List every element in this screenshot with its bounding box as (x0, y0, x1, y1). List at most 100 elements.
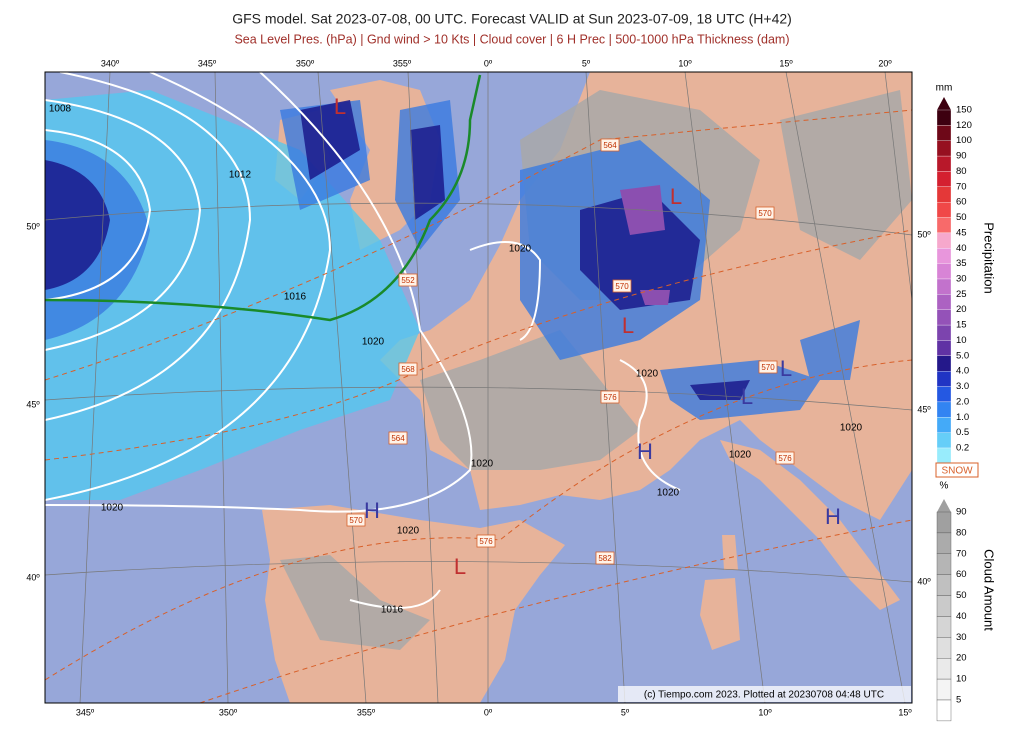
lon-label: 15º (779, 58, 793, 68)
precip-swatch (936, 401, 952, 418)
lon-label: 350º (296, 58, 315, 68)
lon-label: 10º (758, 707, 772, 717)
cloud-label: 90 (956, 507, 967, 518)
pressure-center: H (825, 504, 841, 529)
thickness-box (595, 551, 615, 565)
subtitle: Sea Level Pres. (hPa) | Gnd wind > 10 Kt… (234, 32, 789, 46)
cloud-title: Cloud Amount (982, 549, 997, 631)
map-frame (44, 71, 913, 704)
map-labels: 340º 345º 350º 355º 0º 5º 10º 15º 20º 345º 350º 355… (26, 58, 931, 717)
thickness-label: 564 (391, 434, 405, 443)
thickness-box (775, 451, 795, 465)
precip-swatch (936, 386, 952, 403)
map (45, 72, 912, 703)
isobars (45, 72, 681, 609)
thickness-box (758, 360, 778, 374)
thickness-label: 568 (401, 365, 415, 374)
credit: (c) Tiempo.com 2023. Plotted at 20230708… (644, 690, 884, 701)
lat-label: 40º (26, 572, 40, 582)
lon-label: 5º (582, 58, 591, 68)
precip-swatch (936, 447, 952, 464)
thickness-box (476, 534, 496, 548)
cloud-label: 80 (956, 527, 967, 538)
thickness-label: 570 (761, 363, 775, 372)
thickness-box (388, 431, 408, 445)
pressure-center: H (364, 498, 380, 523)
isobar-label: 1020 (397, 526, 420, 537)
precip-label: 0.5 (956, 427, 969, 438)
precip-label: 60 (956, 197, 967, 208)
thickness-label: 582 (598, 554, 612, 563)
thickness-box (398, 273, 418, 287)
isobar-label: 1016 (284, 292, 307, 303)
precip-label: 45 (956, 227, 967, 238)
precip-swatch (936, 171, 952, 187)
lat-label: 45º (26, 399, 40, 409)
snow-box (935, 462, 979, 478)
lon-label: 345º (76, 707, 95, 717)
thickness-label: 564 (603, 141, 617, 150)
pressure-center: L (780, 356, 792, 381)
pressure-center: L (670, 184, 682, 209)
precip-swatch (936, 278, 952, 295)
precip-swatch (936, 309, 952, 326)
lon-label: 355º (393, 58, 412, 68)
pressure-center: L (454, 554, 466, 579)
pressure-center: H (637, 439, 653, 464)
thickness-box (600, 138, 620, 152)
precip-swatch (936, 263, 952, 280)
precip-swatch (936, 371, 952, 387)
pressure-center: L (741, 384, 753, 409)
cloud-label: 50 (956, 590, 967, 601)
isobar-label: 1020 (471, 459, 494, 470)
precip-label: 80 (956, 166, 967, 177)
thickness-box (612, 279, 632, 293)
snow-label: SNOW (941, 466, 973, 477)
lon-label: 0º (484, 707, 493, 717)
credit-bg (618, 686, 911, 702)
precip-label: 35 (956, 258, 967, 269)
isobar-label: 1012 (229, 170, 252, 181)
cloud-swatch (936, 678, 952, 701)
precip-label: 40 (956, 243, 967, 254)
lat-label: 50º (917, 229, 931, 239)
thickness-label: 576 (603, 393, 617, 402)
precip-very-heavy (620, 185, 670, 305)
isobar-label: 1020 (101, 503, 124, 514)
precip-label: 5.0 (956, 350, 969, 361)
isobar-label: 1020 (362, 337, 385, 348)
isobar-label: 1020 (636, 369, 659, 380)
isobar-label: 1020 (509, 244, 532, 255)
precip-swatch (936, 186, 952, 203)
precip-swatch (936, 232, 952, 249)
precip-title: Precipitation (982, 222, 997, 294)
precip-swatch (936, 355, 952, 372)
lon-label: 355º (357, 707, 376, 717)
lon-label: 5º (621, 707, 630, 717)
thickness-label: 570 (758, 209, 772, 218)
cloud-label: 10 (956, 674, 967, 685)
isobar-label: 1020 (840, 423, 863, 434)
precip-heavy (45, 100, 750, 400)
isobar-label: 1020 (729, 450, 752, 461)
precip-label: 90 (956, 151, 967, 162)
cloud-swatch (936, 532, 952, 554)
thickness-box (398, 362, 418, 376)
cloud-swatch (936, 574, 952, 596)
precip-label: 25 (956, 289, 967, 300)
thickness-label: 576 (479, 537, 493, 546)
lat-label: 40º (917, 576, 931, 586)
precip-label: 15 (956, 320, 967, 331)
legend-arrow (937, 97, 951, 110)
land-italy (720, 440, 900, 610)
lat-label: 50º (26, 221, 40, 231)
precip-swatch (936, 248, 952, 264)
precip-swatch (936, 202, 952, 218)
lon-label: 0º (484, 58, 493, 68)
isobar-label: 1020 (657, 488, 680, 499)
cloud-swatch (936, 658, 952, 680)
precip-label: 70 (956, 181, 967, 192)
cloud-swatch (936, 595, 952, 617)
precip-moderate (45, 100, 860, 420)
